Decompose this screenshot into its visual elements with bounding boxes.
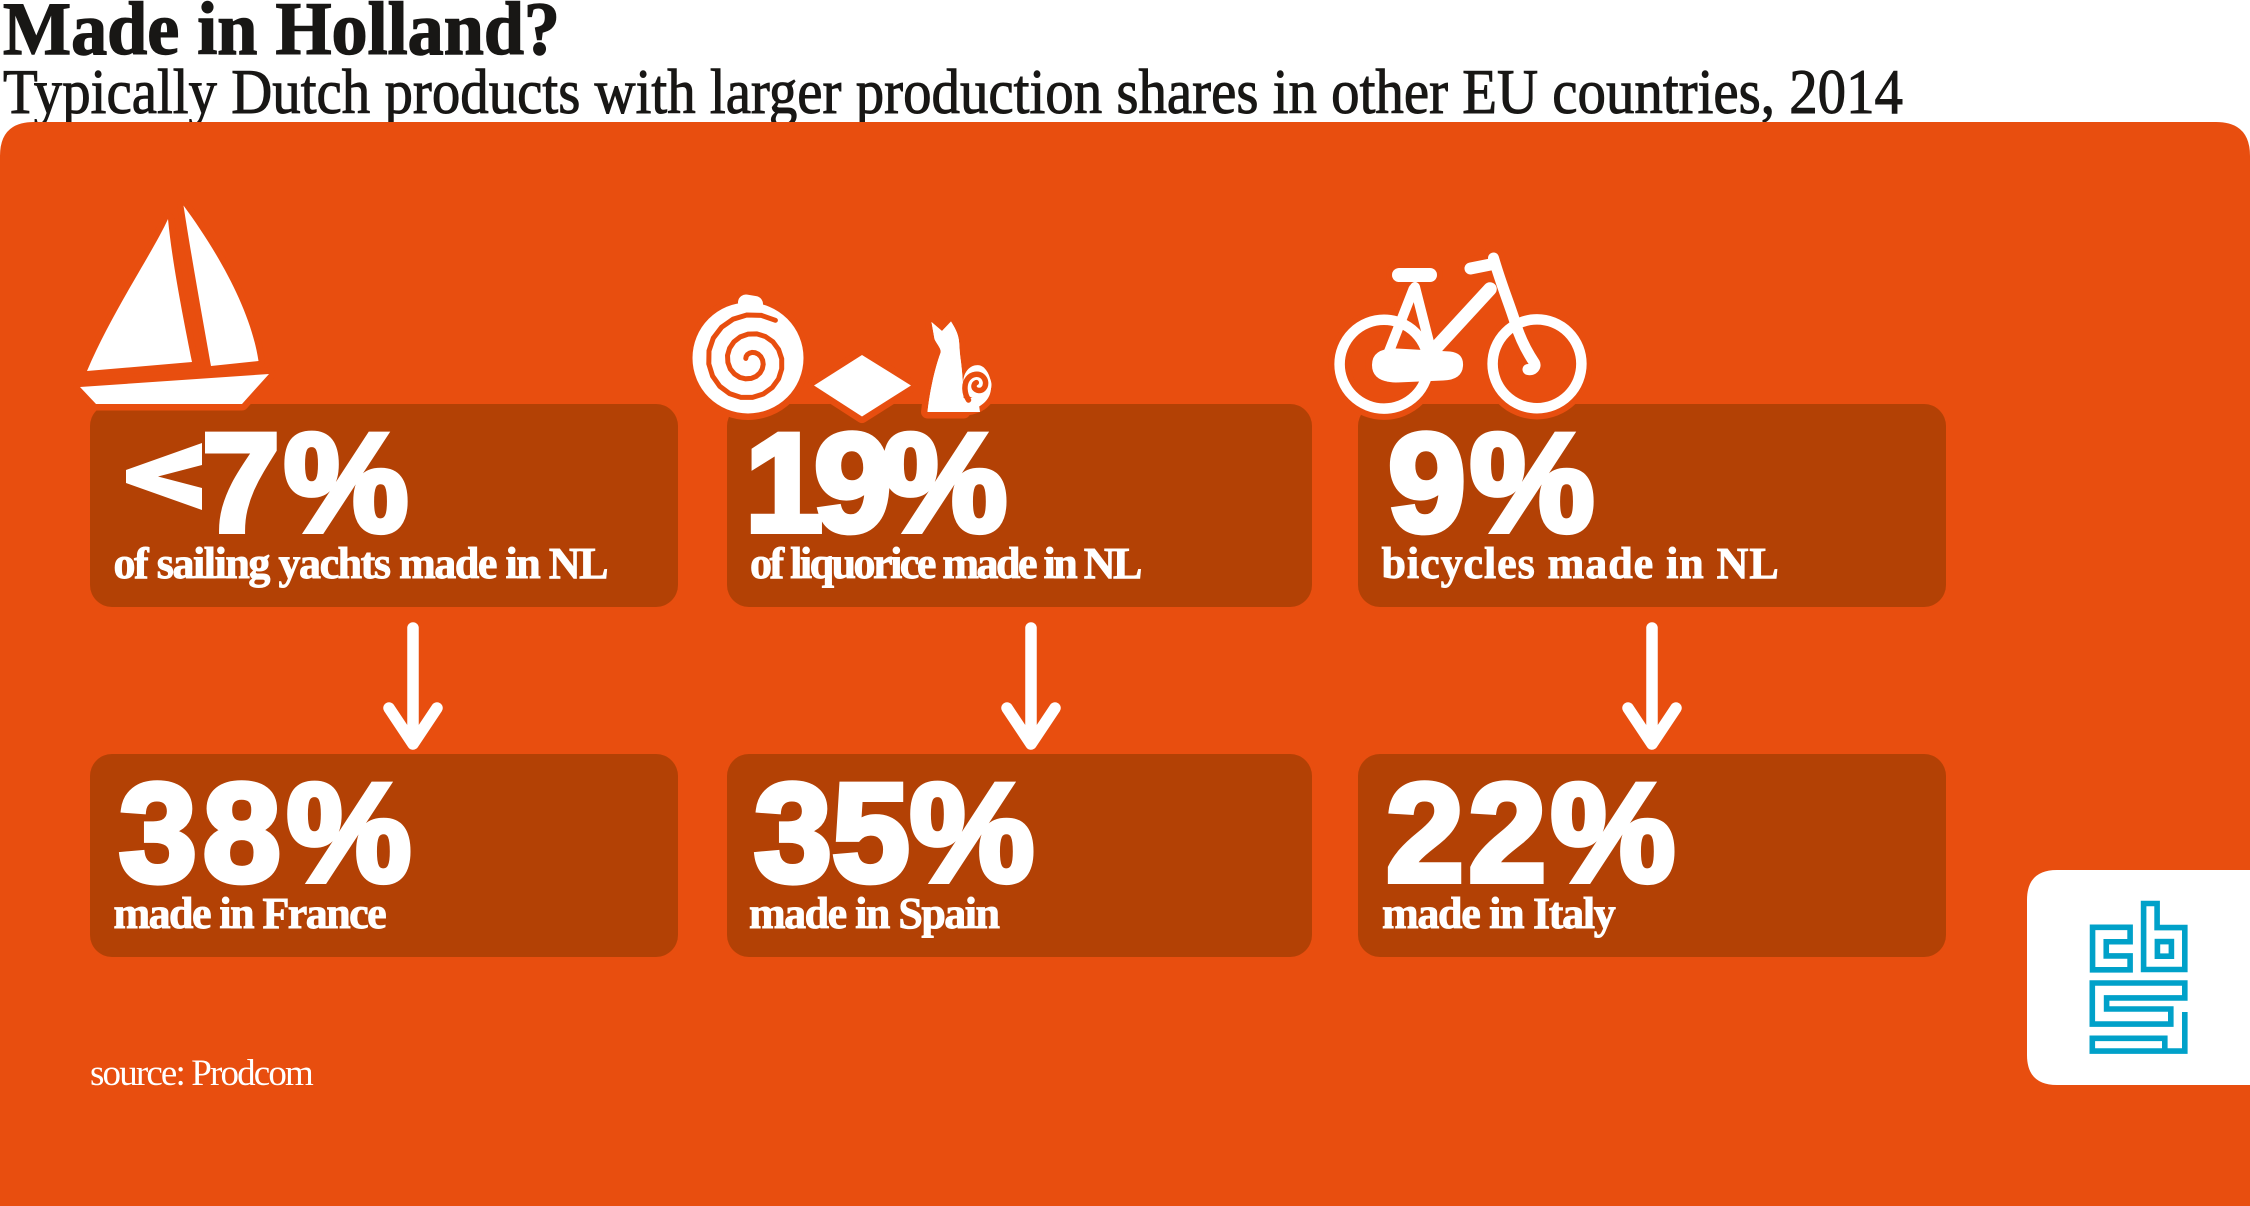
svg-text:22%: 22% — [1386, 754, 1680, 911]
svg-text:35%: 35% — [754, 754, 1034, 911]
svg-text:9%: 9% — [1388, 404, 1598, 561]
svg-text:made in France: made in France — [114, 889, 387, 938]
svg-text:19%: 19% — [745, 404, 1004, 561]
svg-text:made in Italy: made in Italy — [1382, 889, 1616, 938]
svg-text:of liquorice made in NL: of liquorice made in NL — [750, 539, 1141, 588]
svg-text:Made in Holland?: Made in Holland? — [3, 0, 560, 71]
svg-text:source: Prodcom: source: Prodcom — [90, 1053, 314, 1094]
svg-text:7%: 7% — [202, 404, 412, 561]
svg-text:of sailing yachts made in NL: of sailing yachts made in NL — [114, 539, 608, 588]
svg-text:Typically Dutch products with: Typically Dutch products with larger pro… — [3, 56, 1903, 127]
svg-text:bicycles made in NL: bicycles made in NL — [1382, 539, 1780, 588]
svg-text:made in Spain: made in Spain — [749, 889, 1000, 938]
svg-text:38%: 38% — [119, 754, 417, 911]
